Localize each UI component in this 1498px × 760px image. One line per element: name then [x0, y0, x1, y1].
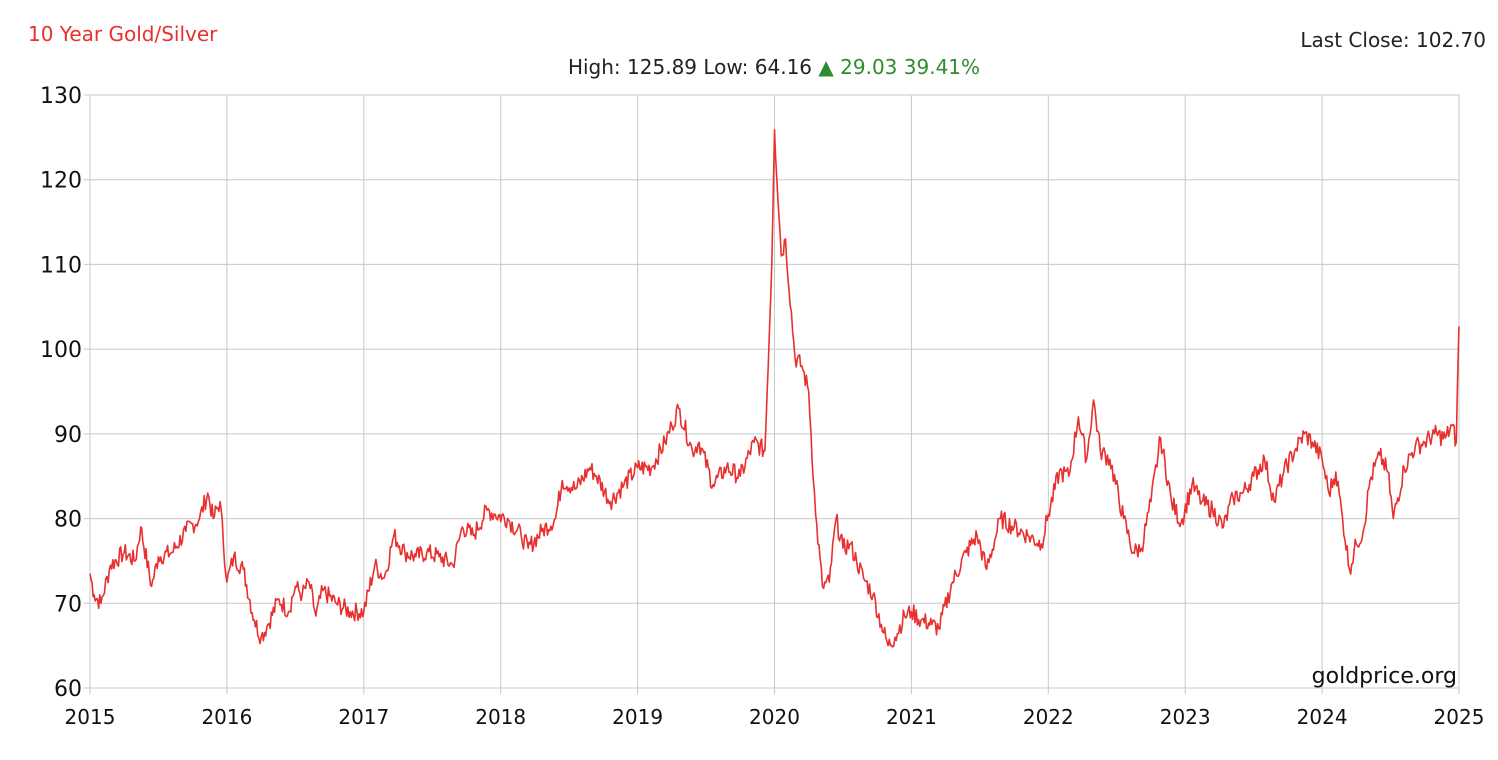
x-tick-label: 2021 — [886, 705, 937, 729]
series-line-gold-silver-ratio — [89, 129, 1460, 648]
change-value: 29.03 — [840, 55, 898, 79]
y-tick-label: 80 — [54, 508, 82, 533]
last-close-readout: Last Close: 102.70 — [1300, 28, 1486, 52]
grid-lines — [84, 94, 1460, 694]
x-tick-label: 2025 — [1434, 705, 1485, 729]
y-tick-label: 100 — [40, 338, 82, 363]
low-label: Low: — [703, 55, 749, 79]
last-close-label: Last Close: — [1300, 28, 1410, 52]
y-tick-label: 120 — [40, 169, 82, 194]
x-tick-label: 2022 — [1023, 705, 1074, 729]
watermark-label: goldprice.org — [1312, 664, 1457, 689]
low-value: 64.16 — [754, 55, 813, 79]
up-arrow-icon: ▲ — [818, 55, 834, 79]
y-tick-label: 70 — [54, 592, 82, 617]
x-tick-label: 2016 — [201, 705, 252, 729]
chart-title: 10 Year Gold/Silver — [28, 22, 218, 46]
last-close-value: 102.70 — [1416, 28, 1486, 52]
x-tick-label: 2023 — [1160, 705, 1211, 729]
y-tick-label: 130 — [40, 84, 82, 109]
x-tick-label: 2020 — [749, 705, 800, 729]
x-tick-label: 2015 — [65, 705, 116, 729]
x-tick-label: 2017 — [338, 705, 389, 729]
y-tick-label: 110 — [40, 253, 82, 278]
x-tick-label: 2019 — [612, 705, 663, 729]
y-tick-label: 60 — [54, 677, 82, 702]
x-tick-label: 2024 — [1297, 705, 1348, 729]
x-axis-ticks: 2015 2016 2017 2018 2019 2020 2021 2022 2023 2024… — [65, 705, 1485, 729]
high-value: 125.89 — [627, 55, 698, 79]
series-layer — [89, 129, 1460, 648]
y-tick-label: 90 — [54, 423, 82, 448]
high-label: High: — [567, 55, 621, 79]
y-axis-ticks: 60 70 80 90 100 110 120 130 — [40, 84, 82, 702]
x-tick-label: 2018 — [475, 705, 526, 729]
range-stats: High: 125.89 Low: 64.16 ▲ 29.03 39.41% — [0, 55, 1498, 79]
change-percent: 39.41% — [903, 55, 981, 79]
